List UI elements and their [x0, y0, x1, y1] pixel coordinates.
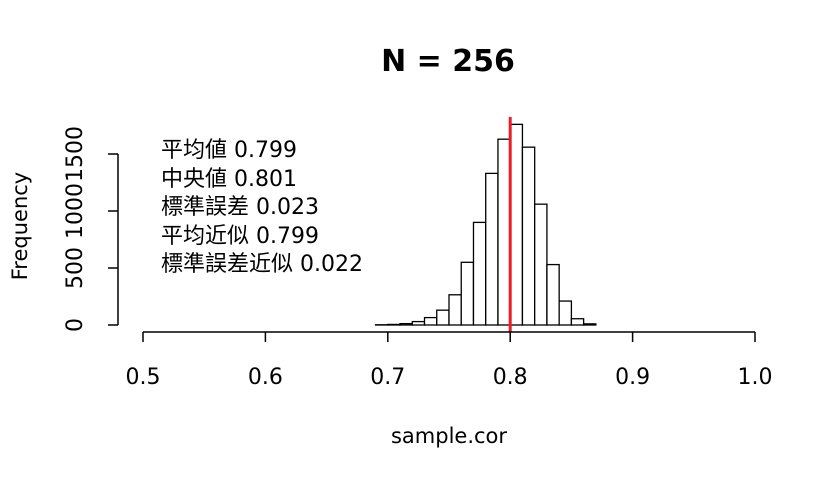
annotation-std-error: 標準誤差 0.023: [161, 195, 319, 220]
histogram-bar: [546, 263, 560, 326]
histogram-bar: [436, 309, 450, 326]
histogram-bar: [521, 146, 536, 326]
x-axis: 0.5 0.6 0.7 0.8 0.9 1.0: [126, 331, 773, 390]
histogram-bar: [411, 320, 426, 326]
histogram-bar: [472, 221, 487, 326]
x-tick-label: 1.0: [738, 365, 773, 390]
annotation-mean-approx: 平均近似 0.799: [161, 224, 319, 249]
histogram-bar: [582, 323, 597, 326]
x-tick-label: 0.6: [248, 365, 283, 390]
summary-annotations: 平均値 0.799 中央値 0.801 標準誤差 0.023 平均近似 0.79…: [161, 138, 363, 277]
y-tick-label: 0: [63, 318, 88, 332]
histogram-bar: [485, 172, 499, 326]
x-tick-label: 0.5: [126, 365, 161, 390]
annotation-std-error-approx: 標準誤差近似 0.022: [161, 252, 363, 277]
annotation-mean: 平均値 0.799: [161, 138, 297, 163]
histogram-bar: [460, 261, 475, 326]
histogram-bar: [509, 123, 524, 326]
y-tick-label: 1500: [63, 126, 88, 182]
y-tick-label: 500: [63, 247, 88, 289]
histogram-bar: [534, 203, 548, 326]
histogram-bar: [448, 294, 462, 326]
histogram-bar: [399, 322, 413, 326]
y-axis-label: Frequency: [8, 172, 32, 281]
x-tick-label: 0.8: [493, 365, 528, 390]
histogram-bar: [570, 318, 585, 326]
annotation-median: 中央値 0.801: [161, 167, 297, 192]
histogram-bar: [423, 316, 438, 326]
x-tick-label: 0.7: [370, 365, 405, 390]
histogram-bar: [497, 138, 511, 326]
x-tick-label: 0.9: [615, 365, 650, 390]
y-tick-label: 1000: [63, 183, 88, 239]
x-axis-label: sample.cor: [391, 424, 507, 448]
histogram-bars: [374, 123, 597, 326]
histogram-bar: [387, 323, 401, 326]
histogram-bar: [558, 300, 573, 326]
chart-title: N = 256: [381, 44, 515, 79]
